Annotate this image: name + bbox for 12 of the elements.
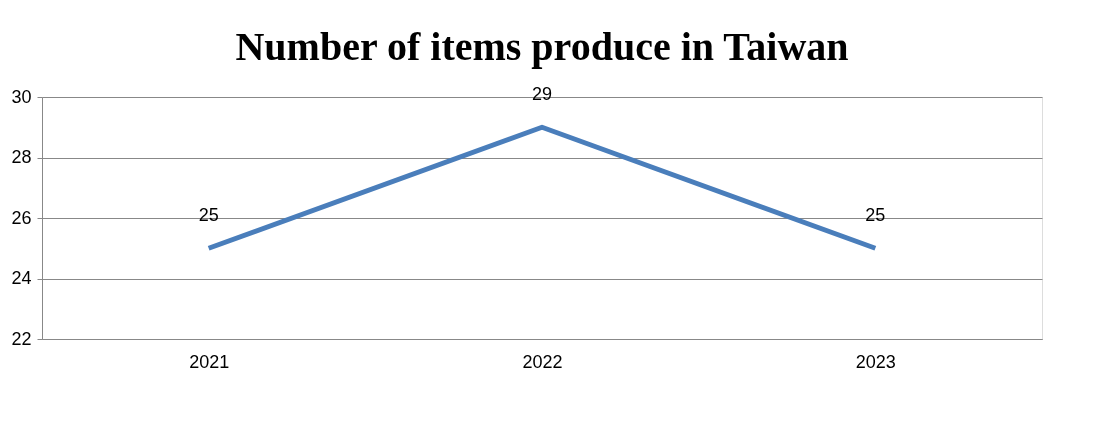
y-tick-label: 22 [11, 328, 32, 349]
data-label: 29 [531, 84, 553, 105]
chart-title: Number of items produce in Taiwan [235, 24, 849, 70]
x-tick-label: 2021 [189, 351, 230, 372]
x-tick-label: 2022 [522, 351, 563, 372]
data-label: 25 [865, 205, 886, 226]
x-tick-label: 2023 [855, 351, 896, 372]
data-label: 25 [198, 205, 219, 226]
y-tick-label: 24 [11, 268, 32, 288]
y-tick-label: 28 [11, 147, 32, 167]
y-tick-label: 26 [11, 207, 32, 228]
y-tick-label: 30 [11, 86, 32, 107]
